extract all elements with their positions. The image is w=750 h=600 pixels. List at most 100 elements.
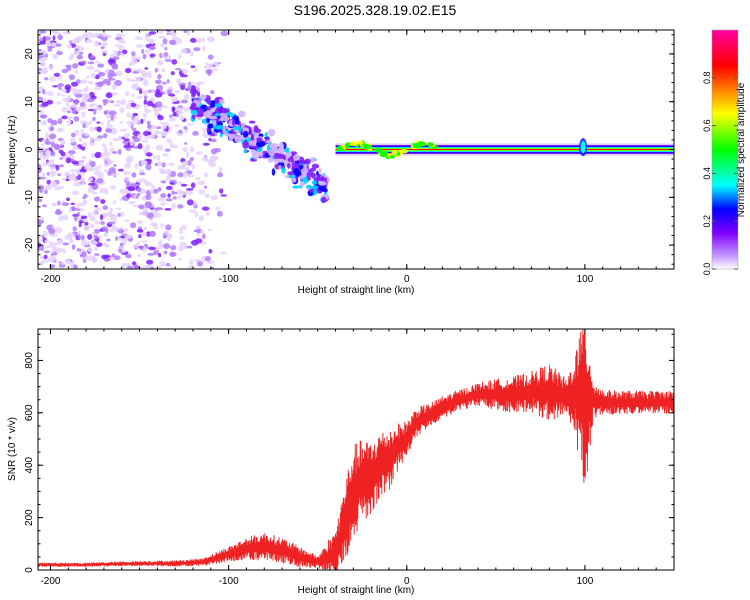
spectrogram-noise-mark xyxy=(176,195,183,199)
spectrogram-noise-mark xyxy=(67,110,71,114)
spectrogram-noise-mark xyxy=(143,107,149,114)
spectrogram-noise-mark xyxy=(136,229,144,233)
spectrogram-noise-mark xyxy=(101,33,106,38)
spectrogram-noise-mark xyxy=(39,109,44,116)
spectrogram-noise-mark xyxy=(87,186,91,193)
spectrogram-noise-mark xyxy=(95,60,100,64)
spectrogram-noise-mark xyxy=(143,104,148,109)
spectrogram-noise-mark xyxy=(93,247,98,251)
spectrogram-noise-mark xyxy=(79,46,85,51)
snr-frame xyxy=(37,328,675,571)
spectrogram-noise-mark xyxy=(146,259,154,265)
spectrogram-blob-mark xyxy=(220,111,228,118)
spectrogram-noise-mark xyxy=(68,105,72,112)
spectrogram-noise-mark xyxy=(44,189,48,194)
spectrogram-noise-mark xyxy=(147,124,152,129)
spectrogram-noise-mark xyxy=(87,247,93,253)
spectrogram-noise-mark xyxy=(38,217,45,221)
spectrogram-noise-mark xyxy=(51,202,59,207)
spectrogram-noise-mark xyxy=(144,34,149,41)
spectrogram-noise-mark xyxy=(60,88,67,93)
spectrogram-noise-mark xyxy=(157,108,163,111)
spectrogram-noise-mark xyxy=(110,114,114,121)
spectrogram-noise-mark xyxy=(209,155,217,161)
spectrogram-noise-mark xyxy=(208,137,212,142)
spectrogram-noise-mark xyxy=(178,38,183,45)
spectrogram-noise-mark xyxy=(118,148,122,155)
spectrogram-blob-mark xyxy=(313,189,318,195)
spectrogram-noise-mark xyxy=(177,110,184,115)
spectrogram-noise-mark xyxy=(58,215,64,222)
spectrogram-noise-mark xyxy=(114,79,122,87)
spectrogram-noise-mark xyxy=(165,198,173,202)
spectrogram-blob-mark xyxy=(317,168,322,174)
spectrogram-noise-mark xyxy=(70,202,76,205)
spectrogram-noise-mark xyxy=(180,48,188,54)
spectrogram-noise-mark xyxy=(179,115,185,121)
spectrogram-noise-mark xyxy=(155,130,162,134)
spectrogram-noise-mark xyxy=(207,228,212,232)
spectrogram-noise-mark xyxy=(116,70,123,77)
spectrogram-noise-mark xyxy=(65,157,72,164)
spectrogram-noise-mark xyxy=(154,110,159,117)
spectrogram-noise-mark xyxy=(136,193,141,197)
spectrogram-noise-mark xyxy=(61,68,69,74)
spectrogram-blob-mark xyxy=(268,148,275,157)
spectrogram-noise-mark xyxy=(102,41,108,46)
spectrogram-noise-mark xyxy=(163,52,169,57)
spectrogram-noise-mark xyxy=(115,207,122,210)
spectrogram-noise-mark xyxy=(210,138,217,143)
spectrogram-noise-mark xyxy=(183,126,188,130)
spectrogram-noise-mark xyxy=(72,145,78,149)
spectrogram-noise-mark xyxy=(198,189,206,195)
spectrogram-noise-mark xyxy=(216,210,223,217)
spectrogram-noise-mark xyxy=(57,83,65,87)
spectrogram-noise-mark xyxy=(54,226,63,234)
spectrogram-noise-mark xyxy=(45,161,53,167)
spectrogram-noise-mark xyxy=(116,100,122,104)
spectrogram-noise-mark xyxy=(192,130,199,136)
spectrogram-noise-mark xyxy=(76,89,84,93)
spectrogram-noise-mark xyxy=(81,143,86,147)
spectrogram-blob-mark xyxy=(251,141,258,147)
spectrogram-noise-mark xyxy=(66,123,72,127)
spectrogram-noise-mark xyxy=(132,71,140,74)
spectrogram-noise-mark xyxy=(94,196,101,202)
spectrogram-noise-mark xyxy=(183,93,190,100)
spectrogram-noise-mark xyxy=(190,182,196,189)
spectrogram-noise-mark xyxy=(49,127,55,130)
spectrogram-noise-mark xyxy=(108,256,116,260)
spectrogram-noise-mark xyxy=(56,51,63,56)
spectrogram-noise-mark xyxy=(180,99,188,104)
spectrogram-noise-mark xyxy=(160,42,165,48)
spectrogram-xtick-label: -100 xyxy=(219,274,239,285)
spectrogram-noise-mark xyxy=(167,238,171,242)
spectrogram-noise-mark xyxy=(209,162,217,168)
spectrogram-blob-mark xyxy=(243,130,249,138)
spectrogram-noise-mark xyxy=(140,160,145,166)
spectrogram-noise-mark xyxy=(206,260,215,265)
spectrogram-noise-mark xyxy=(220,30,228,37)
spectrogram-noise-mark xyxy=(109,142,113,146)
spectrogram-blob-mark xyxy=(281,167,286,174)
spectrogram-blob-mark xyxy=(278,164,282,170)
spectrogram-noise-mark xyxy=(39,50,47,56)
spectrogram-noise-mark xyxy=(183,246,188,250)
spectrogram-noise-mark xyxy=(41,204,47,208)
spectrogram-noise-mark xyxy=(136,179,141,183)
spectrogram-noise-mark xyxy=(159,260,166,267)
spectrogram-noise-mark xyxy=(110,63,118,69)
spectrogram-noise-mark xyxy=(58,149,64,154)
spectrogram-noise-mark xyxy=(152,154,157,160)
spectrogram-blob-mark xyxy=(221,107,228,114)
spectrogram-noise-mark xyxy=(81,155,87,160)
spectrogram-noise-mark xyxy=(158,61,164,66)
spectrogram-noise-mark xyxy=(52,53,58,60)
spectrogram-noise-mark xyxy=(148,31,157,35)
spectrogram-blob-mark xyxy=(303,164,308,169)
spectrogram-noise-mark xyxy=(132,117,141,124)
spectrogram-noise-mark xyxy=(123,176,130,182)
spectrogram-noise-mark xyxy=(97,135,104,139)
spectrogram-noise-mark xyxy=(80,239,88,246)
spectrogram-blob-mark xyxy=(215,125,224,130)
